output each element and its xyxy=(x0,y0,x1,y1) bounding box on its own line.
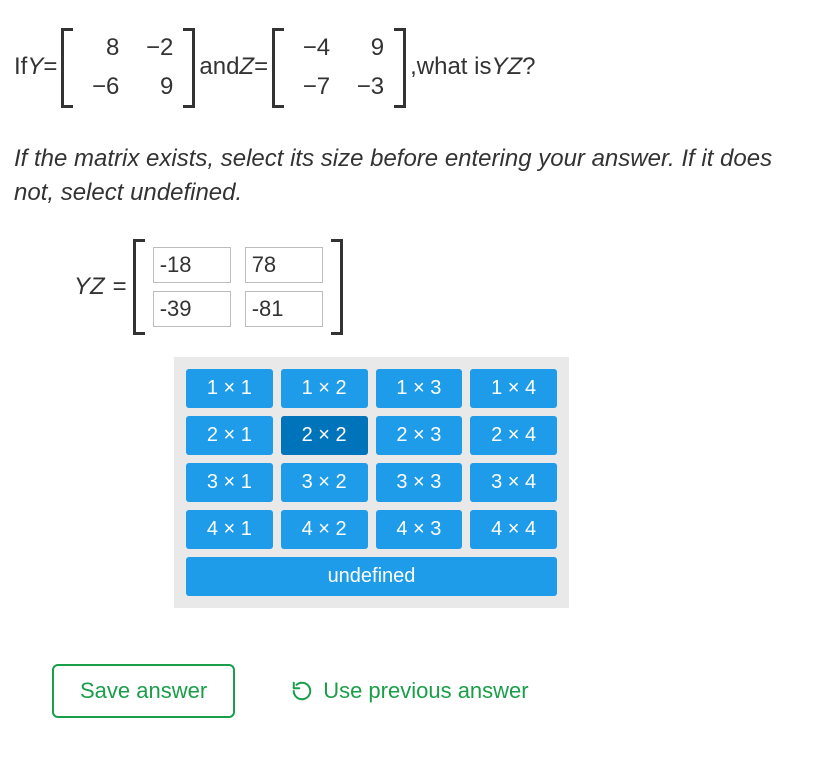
answer-matrix xyxy=(133,239,343,335)
size-selector-panel: 1 × 1 1 × 2 1 × 3 1 × 4 2 × 1 2 × 2 2 × … xyxy=(174,357,569,608)
size-grid: 1 × 1 1 × 2 1 × 3 1 × 4 2 × 1 2 × 2 2 × … xyxy=(186,369,557,549)
exercise-page: If Y = 8 −2 −6 9 and Z = −4 9 −7 −3 xyxy=(0,0,815,770)
answer-cell-0-0[interactable] xyxy=(153,247,231,283)
instructions-text: If the matrix exists, select its size be… xyxy=(14,142,807,212)
text-if: If xyxy=(14,53,27,82)
size-btn-2x3[interactable]: 2 × 3 xyxy=(376,416,463,455)
size-btn-2x4[interactable]: 2 × 4 xyxy=(470,416,557,455)
matrix-z-cell: −3 xyxy=(348,73,384,102)
size-btn-4x1[interactable]: 4 × 1 xyxy=(186,510,273,549)
size-btn-3x1[interactable]: 3 × 1 xyxy=(186,463,273,502)
text-and: and xyxy=(199,53,239,82)
var-yz: YZ xyxy=(491,53,522,82)
size-btn-1x3[interactable]: 1 × 3 xyxy=(376,369,463,408)
size-btn-2x1[interactable]: 2 × 1 xyxy=(186,416,273,455)
eq-z: = xyxy=(254,53,268,82)
size-btn-1x4[interactable]: 1 × 4 xyxy=(470,369,557,408)
size-btn-4x3[interactable]: 4 × 3 xyxy=(376,510,463,549)
matrix-z-cell: −7 xyxy=(294,73,330,102)
answer-cell-0-1[interactable] xyxy=(245,247,323,283)
use-previous-answer-link[interactable]: Use previous answer xyxy=(291,678,528,704)
var-z: Z xyxy=(239,53,254,82)
size-btn-4x4[interactable]: 4 × 4 xyxy=(470,510,557,549)
qmark: ? xyxy=(522,53,535,82)
size-btn-3x2[interactable]: 3 × 2 xyxy=(281,463,368,502)
question-line: If Y = 8 −2 −6 9 and Z = −4 9 −7 −3 xyxy=(14,28,807,108)
matrix-z-cell: 9 xyxy=(348,34,384,63)
undefined-button[interactable]: undefined xyxy=(186,557,557,596)
matrix-y-cell: −2 xyxy=(137,34,173,63)
undo-icon xyxy=(291,680,313,702)
var-y: Y xyxy=(27,53,43,82)
answer-eq: = xyxy=(113,273,127,301)
eq-y: = xyxy=(43,53,57,82)
matrix-y: 8 −2 −6 9 xyxy=(61,28,195,108)
text-what-is: what is xyxy=(417,53,492,82)
answer-cell-1-0[interactable] xyxy=(153,291,231,327)
comma: , xyxy=(410,53,417,82)
size-btn-1x2[interactable]: 1 × 2 xyxy=(281,369,368,408)
answer-lhs: YZ xyxy=(74,273,105,301)
matrix-z: −4 9 −7 −3 xyxy=(272,28,406,108)
size-btn-3x4[interactable]: 3 × 4 xyxy=(470,463,557,502)
use-previous-answer-label: Use previous answer xyxy=(323,678,528,704)
answer-row: YZ = xyxy=(74,239,807,335)
size-btn-3x3[interactable]: 3 × 3 xyxy=(376,463,463,502)
size-btn-1x1[interactable]: 1 × 1 xyxy=(186,369,273,408)
matrix-y-cell: 9 xyxy=(137,73,173,102)
save-answer-button[interactable]: Save answer xyxy=(52,664,235,718)
size-btn-2x2[interactable]: 2 × 2 xyxy=(281,416,368,455)
answer-cell-1-1[interactable] xyxy=(245,291,323,327)
matrix-y-cell: 8 xyxy=(83,34,119,63)
actions-row: Save answer Use previous answer xyxy=(52,664,807,718)
matrix-y-cell: −6 xyxy=(83,73,119,102)
size-btn-4x2[interactable]: 4 × 2 xyxy=(281,510,368,549)
matrix-z-cell: −4 xyxy=(294,34,330,63)
